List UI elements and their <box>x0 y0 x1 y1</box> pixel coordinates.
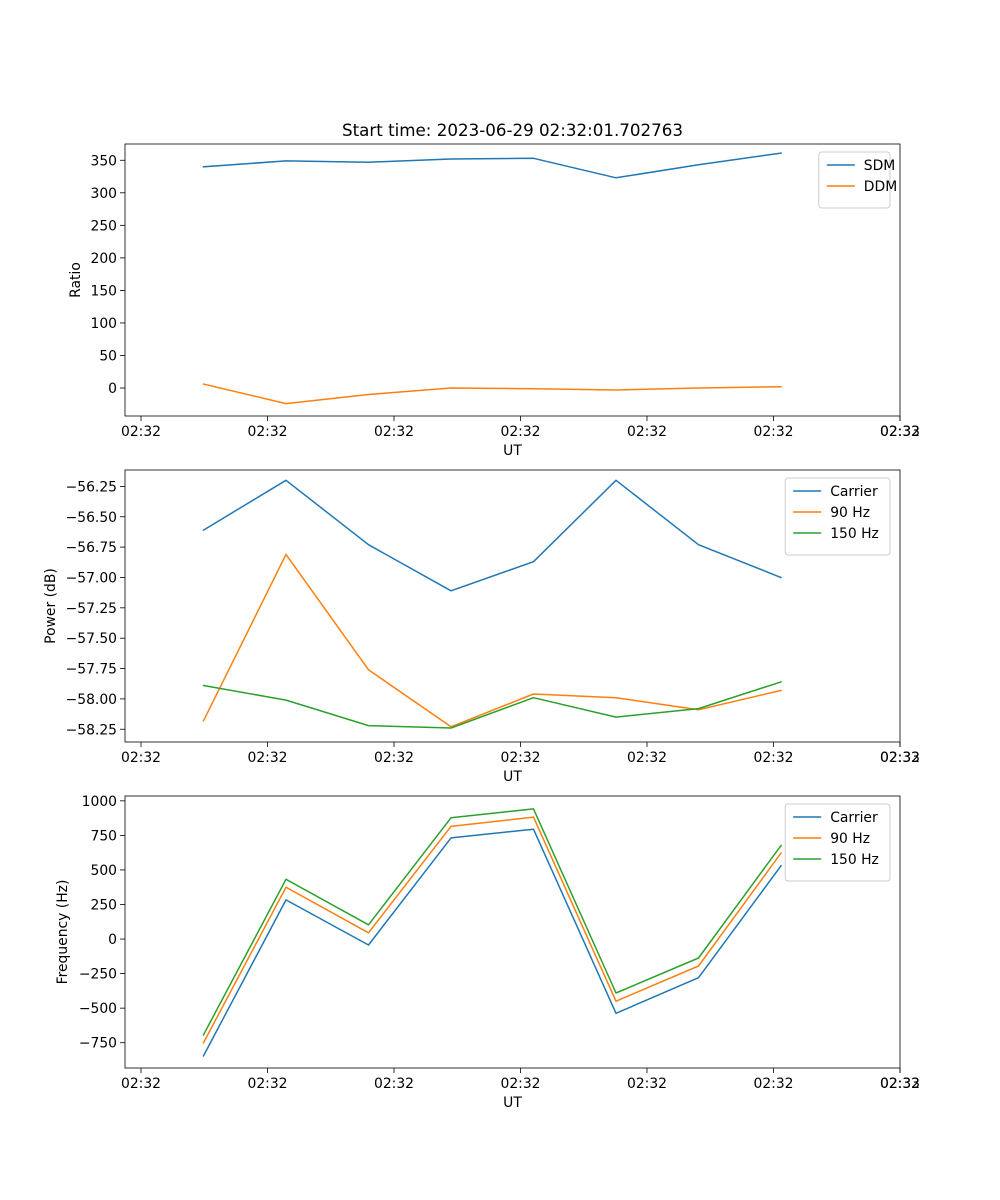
x-tick-label: 02:32 <box>374 750 414 766</box>
plot-frame <box>124 795 901 1069</box>
x-axis-label: UT <box>503 769 522 785</box>
series-line-150-hz <box>202 680 782 729</box>
y-axis-label: Frequency (Hz) <box>55 880 71 985</box>
y-tick-label: 1000 <box>82 794 117 810</box>
legend: SDM DDM <box>818 151 897 209</box>
y-axis-label: Ratio <box>68 262 84 298</box>
x-tick-label: 02:32 <box>627 424 667 440</box>
y-tick-label: 200 <box>90 251 117 267</box>
legend-entry: DDM <box>864 179 897 195</box>
series-line-ddm <box>202 383 782 405</box>
panels: 02:32 02:32 02:32 02:32 02:32 02:32 02:3202:33… <box>43 143 920 1111</box>
x-tick-label: 02:32 <box>500 750 540 766</box>
y-tick-label: 0 <box>108 381 117 397</box>
x-tick-label: 02:32 <box>753 1076 793 1092</box>
x-tick-label: 02:32 <box>121 750 161 766</box>
y-tick-label: −57.25 <box>66 601 117 617</box>
y-tick-label: −750 <box>79 1036 117 1052</box>
legend-entry: 150 Hz <box>830 526 879 542</box>
x-tick-label: 02:32 <box>247 1076 287 1092</box>
y-tick-label: 750 <box>90 828 117 844</box>
y-tick-label: −56.50 <box>66 510 117 526</box>
x-tick-label: 02:32 <box>500 1076 540 1092</box>
y-tick-label: −58.00 <box>66 692 117 708</box>
y-tick-label: 50 <box>99 348 117 364</box>
legend-entry: Carrier <box>830 484 878 500</box>
series-line-sdm <box>202 152 782 179</box>
x-tick-label: 02:32 <box>500 424 540 440</box>
x-tick-label: 02:32 <box>121 424 161 440</box>
panel-3: 02:32 02:32 02:32 02:32 02:32 02:32 02:3202:33… <box>55 794 920 1111</box>
legend-entry: 90 Hz <box>830 505 870 521</box>
legend-box <box>784 803 891 882</box>
legend-entry: 150 Hz <box>830 852 879 868</box>
legend-entry: SDM <box>864 158 896 174</box>
panel-1: 02:32 02:32 02:32 02:32 02:32 02:32 02:3202:33… <box>68 143 920 459</box>
legend-box <box>784 477 891 556</box>
x-axis-label: UT <box>503 443 522 459</box>
series-line-150-hz <box>202 808 783 1036</box>
x-axis-label: UT <box>503 1095 522 1111</box>
y-tick-label: −58.25 <box>66 722 117 738</box>
legend-entry: 90 Hz <box>830 831 870 847</box>
legend-box <box>818 151 891 209</box>
x-tick-label: 02:32 <box>247 424 287 440</box>
y-tick-label: −56.25 <box>66 479 117 495</box>
x-tick-label: 02:32 <box>247 750 287 766</box>
plot-frame <box>124 469 901 743</box>
legend-entry: Carrier <box>830 810 878 826</box>
y-tick-label: 0 <box>108 932 117 948</box>
x-tick-label: 02:32 <box>374 424 414 440</box>
x-tick-label: 02:33 <box>880 750 920 766</box>
x-tick-label: 02:32 <box>627 1076 667 1092</box>
plot-frame <box>124 143 901 417</box>
x-tick-label: 02:32 <box>753 750 793 766</box>
y-tick-label: 500 <box>90 863 117 879</box>
y-tick-label: 250 <box>90 897 117 913</box>
y-tick-label: 250 <box>90 218 117 234</box>
x-tick-label: 02:32 <box>880 424 920 440</box>
legend: Carrier 90 Hz 150 Hz <box>784 477 891 556</box>
y-tick-label: −57.00 <box>66 570 117 586</box>
y-axis-label: Power (dB) <box>43 568 59 644</box>
x-tick-label: 02:33 <box>880 1076 920 1092</box>
series-line-90-hz <box>202 816 783 1044</box>
y-tick-label: 350 <box>90 153 117 169</box>
x-tick-label: 02:32 <box>627 750 667 766</box>
x-tick-label: 02:32 <box>880 1076 920 1092</box>
y-tick-label: −56.75 <box>66 540 117 556</box>
x-tick-label: 02:32 <box>880 750 920 766</box>
x-tick-label: 02:33 <box>880 424 920 440</box>
y-tick-label: −57.75 <box>66 662 117 678</box>
y-tick-label: 150 <box>90 283 117 299</box>
y-tick-label: 100 <box>90 316 117 332</box>
x-tick-label: 02:32 <box>753 424 793 440</box>
series-line-carrier <box>202 828 783 1057</box>
y-tick-label: −250 <box>79 967 117 983</box>
x-tick-label: 02:32 <box>374 1076 414 1092</box>
y-tick-label: −500 <box>79 1001 117 1017</box>
y-tick-label: 300 <box>90 186 117 202</box>
y-tick-label: −57.50 <box>66 631 117 647</box>
legend: Carrier 90 Hz 150 Hz <box>784 803 891 882</box>
panel-2: 02:32 02:32 02:32 02:32 02:32 02:32 02:3202:33… <box>43 469 920 785</box>
series-line-carrier <box>202 479 782 592</box>
chart-title: Start time: 2023-06-29 02:32:01.702763 <box>342 120 683 140</box>
x-tick-label: 02:32 <box>121 1076 161 1092</box>
series-line-90-hz <box>202 553 782 728</box>
